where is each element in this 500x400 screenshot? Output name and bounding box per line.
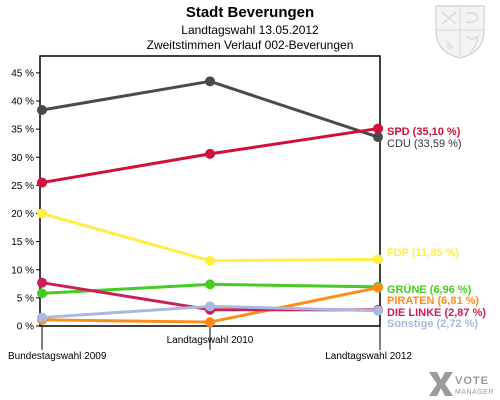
data-point — [37, 288, 47, 299]
end-labels: SPD (35,10 %)CDU (33,59 %) FDP (11,85 %) G… — [387, 126, 486, 330]
y-tick-label: 25 % — [11, 181, 34, 192]
data-point — [205, 148, 215, 159]
y-tick-label: 20 % — [11, 209, 34, 220]
data-point — [373, 254, 383, 265]
data-point — [37, 208, 47, 219]
series-end-label: FDP (11,85 %) — [387, 247, 459, 259]
chart-subtitle-district: Zweitstimmen Verlauf 002-Beverungen — [146, 38, 354, 52]
y-tick-label: 0 % — [17, 322, 34, 333]
data-point — [373, 123, 383, 134]
series-end-label: GRÜNE (6,96 %) — [387, 283, 472, 296]
series-end-label: SPD (35,10 %) — [387, 126, 461, 138]
series-end-label: CDU (33,59 %) — [387, 138, 462, 150]
series-group — [37, 76, 383, 328]
data-point — [373, 282, 383, 293]
y-tick-label: 30 % — [11, 153, 34, 164]
data-point — [373, 132, 383, 143]
data-point — [205, 317, 215, 328]
y-tick-label: 15 % — [11, 237, 34, 248]
y-tick-label: 40 % — [11, 97, 34, 108]
data-point — [37, 105, 47, 115]
data-point — [37, 312, 47, 323]
data-point — [37, 277, 47, 288]
x-tick-label: Bundestagswahl 2009 — [8, 351, 107, 362]
data-point — [205, 301, 215, 312]
logo-word-manager: MANAGER — [455, 389, 494, 396]
data-point — [205, 76, 215, 87]
y-axis: 0 % 5 % 10 % 15 % 20 % 25 % 30 % 35 % 40 % 45 % — [11, 68, 40, 333]
y-tick-label: 10 % — [11, 265, 34, 276]
coat-of-arms-icon — [435, 5, 485, 59]
data-point — [205, 255, 215, 266]
x-tick-label: Landtagswahl 2010 — [167, 335, 254, 346]
chart-subtitle-election: Landtagswahl 13.05.2012 — [181, 23, 319, 37]
series-end-label: DIE LINKE (2,87 %) — [387, 307, 486, 319]
chart-title: Stadt Beverungen — [185, 4, 315, 21]
series-end-label: PIRATEN (6,81 %) — [387, 295, 479, 307]
logo-word-vote: VOTE — [455, 375, 489, 387]
votemanager-logo-icon: VOTE MANAGER — [429, 372, 494, 396]
data-point — [37, 177, 47, 188]
y-tick-label: 5 % — [17, 293, 34, 304]
x-axis: Bundestagswahl 2009 Landtagswahl 2010 Land… — [8, 326, 412, 362]
y-tick-label: 35 % — [11, 125, 34, 136]
series-end-label: Sonstige (2,72 %) — [387, 318, 478, 330]
y-tick-label: 45 % — [11, 68, 34, 79]
data-point — [373, 305, 383, 316]
data-point — [205, 279, 215, 290]
x-tick-label: Landtagswahl 2012 — [325, 351, 412, 362]
